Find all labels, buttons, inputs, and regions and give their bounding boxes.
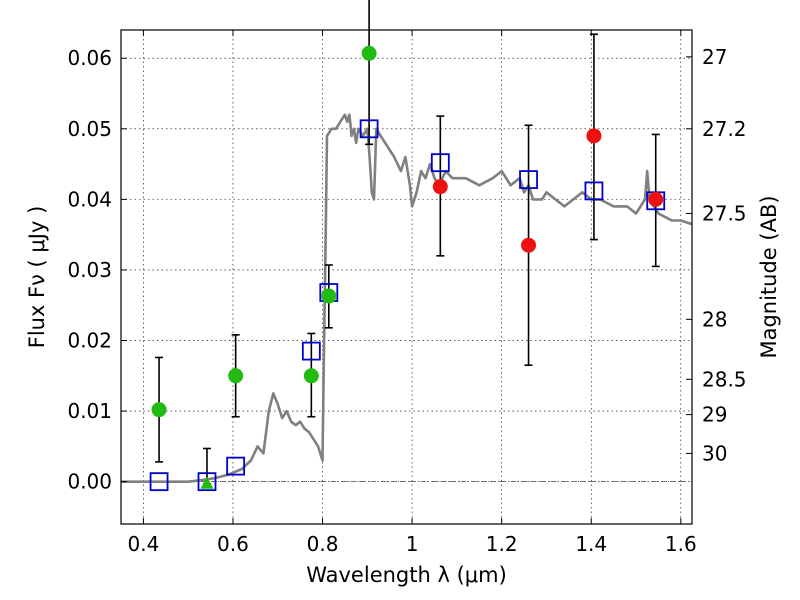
flux-point [361,45,377,61]
flux-point [228,368,244,384]
flux-point [303,368,319,384]
x-tick-label: 1 [406,532,419,556]
y-tick-label: 0.02 [67,329,112,353]
x-tick-label: 0.8 [307,532,339,556]
x-axis-title: Wavelength λ (μm) [306,563,507,587]
flux-point [648,191,664,207]
right-axis-title: Magnitude (AB) [757,195,781,358]
plot-frame [120,29,693,525]
marker-layer [149,45,666,492]
model-square-marker [519,170,538,190]
model-square-marker [226,456,246,476]
y-tick-label: 0.05 [67,117,112,141]
magnitude-tick-label: 27.2 [702,117,747,141]
y-tick-label: 0.03 [67,258,112,282]
x-tick-label: 1.2 [486,532,518,556]
x-tick-label: 1.4 [575,532,607,556]
y-tick-label: 0.00 [67,470,112,494]
magnitude-tick-label: 28.5 [702,367,747,391]
magnitude-tick-label: 30 [702,441,727,465]
y-tick-label: 0.01 [67,399,112,423]
flux-point [151,402,167,418]
y-tick-label: 0.06 [67,46,112,70]
model-square-marker [430,153,450,173]
magnitude-tick-label: 28 [702,307,727,331]
x-tick-label: 0.6 [217,532,249,556]
x-tick-label: 0.4 [127,532,159,556]
magnitude-tick-label: 27.5 [702,201,747,225]
flux-point [432,179,448,195]
magnitude-tick-label: 29 [702,403,727,427]
model-square-marker [149,472,169,492]
flux-point [321,288,337,304]
tick-layer: 0.4 0.6 0.8 1 1.2 1.4 1.6 0.00 0.01 0.02 0.03 0.04 0… [67,30,747,556]
x-tick-label: 1.6 [665,532,697,556]
y-tick-label: 0.04 [67,187,112,211]
model-square-marker [301,341,321,361]
model-square-marker [359,119,379,139]
flux-point [521,237,537,253]
flux-point [586,128,602,144]
magnitude-tick-label: 27 [702,45,727,69]
y-axis-title: Flux Fν ( μJy ) [25,206,49,349]
upper-limit-marker [200,476,214,489]
model-square-marker [584,181,604,201]
model-square-marker [197,472,217,492]
